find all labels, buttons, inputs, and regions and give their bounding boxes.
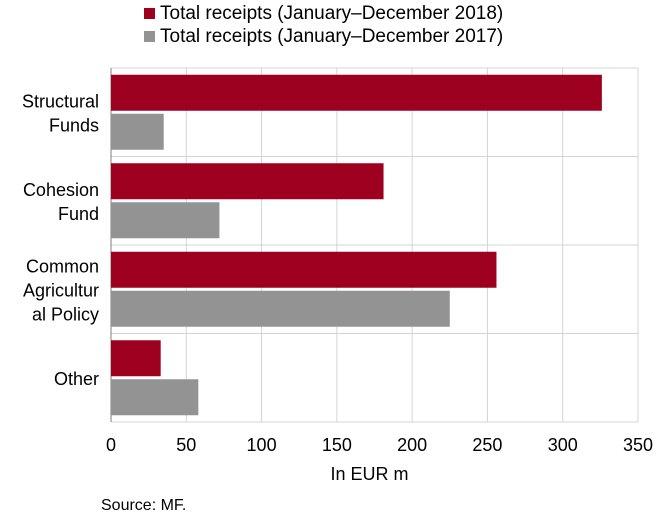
category-label: al Policy [32, 304, 99, 324]
legend-item-2017: Total receipts (January–December 2017) [144, 25, 503, 48]
x-axis-title: In EUR m [330, 464, 408, 484]
bar-2017 [111, 379, 199, 416]
x-tick-label: 100 [247, 435, 277, 455]
category-label: Agricultur [23, 280, 99, 300]
x-tick-label: 350 [623, 435, 653, 455]
legend: Total receipts (January–December 2018) T… [144, 2, 503, 48]
bar-2018 [111, 251, 497, 288]
x-tick-label: 150 [322, 435, 352, 455]
category-label: Other [54, 369, 99, 389]
legend-label-2018: Total receipts (January–December 2018) [160, 3, 504, 24]
category-label: Cohesion [23, 180, 99, 200]
category-label: Structural [22, 91, 99, 111]
category-label: Fund [58, 204, 99, 224]
x-tick-label: 200 [397, 435, 427, 455]
x-tick-label: 250 [472, 435, 502, 455]
bar-2017 [111, 202, 220, 239]
x-tick-label: 50 [176, 435, 196, 455]
category-label: Common [26, 256, 99, 276]
bar-2018 [111, 163, 384, 200]
legend-item-2018: Total receipts (January–December 2018) [144, 2, 503, 25]
legend-swatch-2018 [144, 8, 155, 19]
bar-2017 [111, 290, 450, 327]
source-note: Source: MF. [101, 497, 187, 514]
category-label: Funds [49, 115, 99, 135]
x-tick-label: 0 [106, 435, 116, 455]
bar-2018 [111, 340, 161, 377]
x-tick-label: 300 [548, 435, 578, 455]
bar-2017 [111, 113, 164, 150]
legend-swatch-2017 [144, 31, 155, 42]
bar-2018 [111, 74, 602, 111]
legend-label-2017: Total receipts (January–December 2017) [160, 26, 504, 47]
